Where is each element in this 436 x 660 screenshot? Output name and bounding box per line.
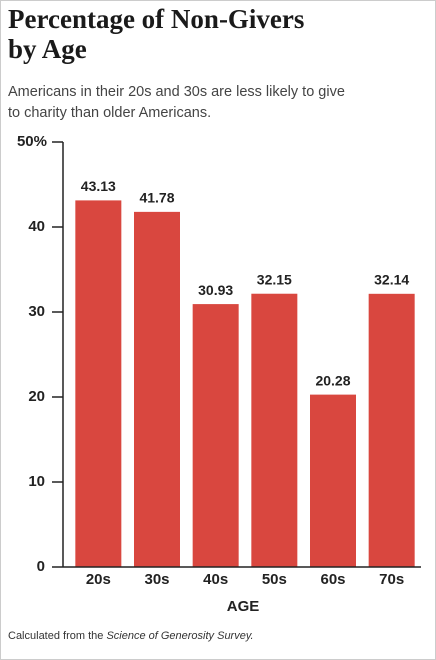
data-label: 32.14: [374, 272, 409, 288]
note-prefix: Calculated from the: [8, 630, 106, 642]
bar: [368, 293, 415, 567]
y-tick-label: 50%: [17, 133, 47, 150]
bar: [251, 293, 298, 567]
footnote: Calculated from the Science of Generosit…: [8, 630, 254, 642]
x-tick-label: 20s: [86, 571, 111, 588]
x-tick-label: 70s: [379, 571, 404, 588]
bar: [192, 304, 239, 567]
data-label: 20.28: [315, 372, 350, 388]
y-tick-label: 30: [28, 303, 45, 320]
x-axis-label: AGE: [227, 598, 260, 615]
x-tick-label: 30s: [144, 571, 169, 588]
x-tick-label: 60s: [320, 571, 345, 588]
y-tick-label: 20: [28, 388, 45, 405]
y-tick-label: 0: [37, 558, 45, 575]
bar: [75, 200, 122, 567]
data-label: 41.78: [139, 190, 174, 206]
bar: [134, 211, 180, 567]
x-tick-label: 40s: [203, 571, 228, 588]
note-italic: Science of Generosity Survey.: [106, 630, 253, 642]
chart-title: Percentage of Non-Givers by Age: [8, 4, 304, 64]
chart-subtitle: Americans in their 20s and 30s are less …: [8, 84, 345, 121]
data-label: 30.93: [198, 282, 233, 298]
y-tick-label: 10: [28, 473, 45, 490]
x-tick-label: 50s: [262, 571, 287, 588]
bar: [310, 394, 356, 567]
data-label: 43.13: [81, 178, 116, 194]
y-tick-label: 40: [28, 218, 45, 235]
data-label: 32.15: [257, 271, 292, 287]
